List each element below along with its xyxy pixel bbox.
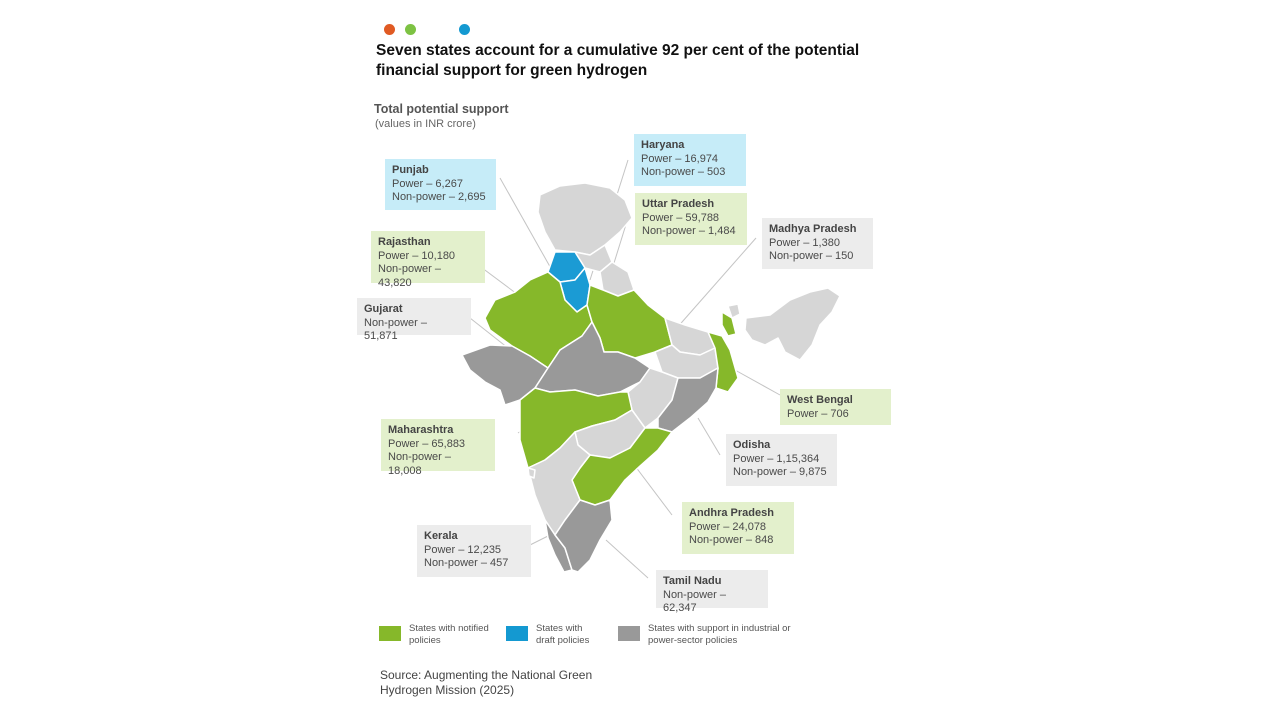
callout-gujarat: Gujarat Non-power – 51,871	[357, 298, 471, 342]
callout-kerala: Kerala Power – 12,235 Non-power – 457	[417, 525, 531, 577]
state-name: Uttar Pradesh	[642, 198, 715, 210]
source-note: Source: Augmenting the National Green Hy…	[380, 668, 593, 697]
state-value-1: Power – 16,974	[641, 152, 719, 165]
state-name: Punjab	[392, 164, 429, 176]
state-value-1: Power – 10,180	[378, 249, 456, 262]
state-west-bengal	[707, 331, 739, 393]
callout-haryana: Haryana Power – 16,974 Non-power – 503	[634, 134, 746, 186]
state-name: Gujarat	[364, 303, 403, 315]
callout-odisha: Odisha Power – 1,15,364 Non-power – 9,87…	[726, 434, 837, 486]
legend-label-support: States with support in industrial or pow…	[648, 623, 791, 646]
state-chhattisgarh	[627, 367, 679, 429]
state-name: Haryana	[641, 139, 685, 151]
legend-swatch-support	[618, 626, 640, 641]
units-note: (values in INR crore)	[375, 118, 476, 130]
state-name: Rajasthan	[378, 236, 431, 248]
state-name: Madhya Pradesh	[769, 223, 857, 235]
state-value-2: Non-power – 9,875	[733, 466, 827, 479]
state-goa	[527, 467, 536, 479]
blue-dot	[459, 24, 470, 35]
state-name: Andhra Pradesh	[689, 507, 774, 519]
state-value-1: Power – 1,380	[769, 236, 840, 249]
state-west-bengal-north	[721, 311, 737, 337]
callout-rajasthan: Rajasthan Power – 10,180 Non-power – 43,…	[371, 231, 485, 289]
state-value-2: Non-power – 150	[769, 250, 854, 263]
legend-label-draft: States with draft policies	[536, 623, 590, 646]
state-value-2: Non-power – 18,008	[388, 451, 451, 477]
state-value-2: Non-power – 2,695	[392, 191, 486, 204]
state-tamil-nadu	[554, 499, 613, 573]
state-value-1: Power – 65,883	[388, 437, 466, 450]
callout-west-bengal: West Bengal Power – 706	[780, 389, 891, 425]
state-value-1: Power – 1,15,364	[733, 452, 820, 465]
callout-andhra-pradesh: Andhra Pradesh Power – 24,078 Non-power …	[682, 502, 794, 554]
legend-swatch-draft	[506, 626, 528, 641]
callout-maharashtra: Maharashtra Power – 65,883 Non-power – 1…	[381, 419, 495, 477]
state-value-1: Power – 12,235	[424, 543, 502, 556]
state-name: West Bengal	[787, 394, 853, 406]
state-value-1: Power – 6,267	[392, 177, 463, 190]
state-value-2: Non-power – 503	[641, 166, 726, 179]
state-northeast	[744, 287, 841, 361]
state-odisha	[657, 367, 719, 433]
state-sikkim	[727, 303, 741, 319]
green-dot	[405, 24, 416, 35]
state-value-2: Non-power – 43,820	[378, 263, 441, 289]
state-name: Maharashtra	[388, 424, 454, 436]
state-jammu-kashmir	[537, 182, 633, 256]
map-subtitle: Total potential support	[374, 102, 509, 116]
state-value-1: Power – 59,788	[642, 211, 720, 224]
state-value-1: Non-power – 51,871	[364, 316, 427, 343]
callout-punjab: Punjab Power – 6,267 Non-power – 2,695	[385, 159, 496, 210]
state-value-1: Power – 24,078	[689, 520, 767, 533]
legend-label-notified: States with notified policies	[409, 623, 489, 646]
state-name: Kerala	[424, 530, 458, 542]
callout-madhya-pradesh: Madhya Pradesh Power – 1,380 Non-power –…	[762, 218, 873, 269]
state-name: Odisha	[733, 439, 771, 451]
state-value-2: Non-power – 457	[424, 557, 509, 570]
legend-swatch-notified	[379, 626, 401, 641]
state-name: Tamil Nadu	[663, 575, 722, 587]
callout-uttar-pradesh: Uttar Pradesh Power – 59,788 Non-power –…	[635, 193, 747, 245]
state-value-2: Non-power – 848	[689, 534, 774, 547]
state-value-2: Non-power – 1,484	[642, 225, 736, 238]
chart-title: Seven states account for a cumulative 92…	[376, 42, 860, 79]
state-value-1: Non-power – 62,347	[663, 588, 726, 615]
callout-tamil-nadu: Tamil Nadu Non-power – 62,347	[656, 570, 768, 614]
state-value-1: Power – 706	[787, 407, 849, 420]
orange-dot	[384, 24, 395, 35]
